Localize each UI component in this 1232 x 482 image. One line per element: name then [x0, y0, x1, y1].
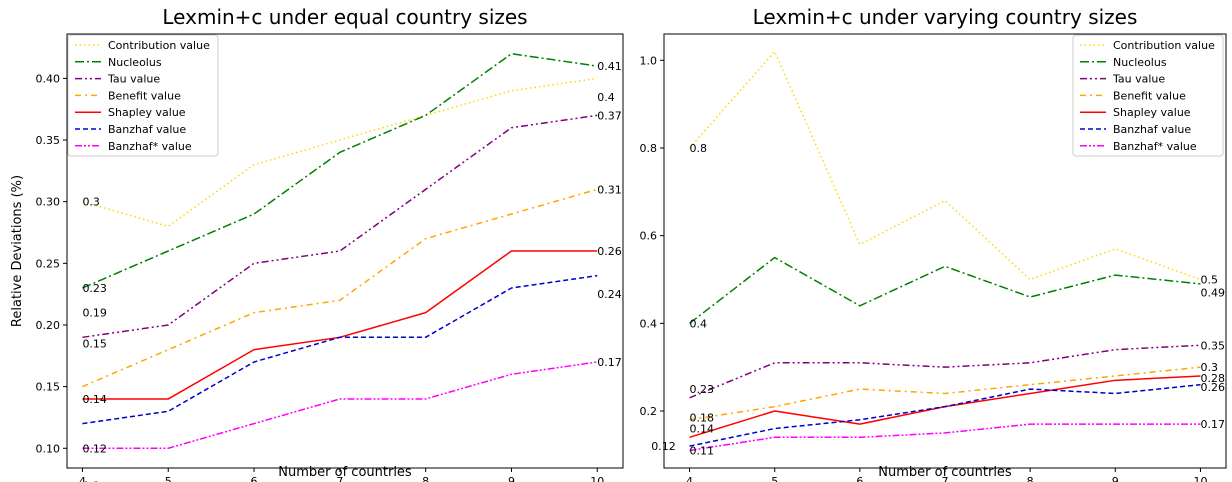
y-tick-label: 0.8 [640, 142, 658, 155]
series-line-nucleolus [689, 256, 1201, 324]
legend-entry: Nucleolus [1113, 56, 1167, 69]
data-label: 0.24 [597, 288, 622, 301]
x-tick-label: 6 [856, 475, 863, 482]
data-label: 0.18 [690, 412, 715, 425]
data-label: 0.5 [1200, 273, 1218, 286]
x-tick-label: 5 [771, 475, 778, 482]
chart-panel-2: Lexmin+c under varying country sizes 0.8 0… [640, 5, 1227, 482]
data-label: 0.8 [690, 142, 708, 155]
y-tick-label: 0.30 [36, 196, 61, 209]
data-label: 0.23 [690, 383, 715, 396]
data-label: 0.28 [1200, 372, 1225, 385]
legend-box [1072, 34, 1224, 157]
series-line-benefit-value [689, 366, 1201, 421]
data-label: 0.1 [82, 479, 100, 482]
series-line-benefit-value [82, 188, 598, 388]
data-label: 0.12 [651, 440, 676, 453]
legend-entry: Contribution value [1113, 39, 1215, 52]
legend-entry: Tau value [107, 73, 160, 86]
x-tick-label: 10 [1193, 475, 1207, 482]
x-tick-label: 7 [942, 475, 949, 482]
x-tick-label: 4 [686, 475, 693, 482]
x-tick-label: 8 [422, 475, 429, 482]
x-tick-label: 10 [590, 475, 604, 482]
chart-panel-1: Lexmin+c under equal country sizes 0.3 0.2… [10, 5, 624, 482]
series-line-banzhaf-value [689, 423, 1201, 452]
chart-title: Lexmin+c under equal country sizes [162, 5, 527, 29]
legend: Contribution value Nucleolus Tau value Bene… [67, 34, 219, 157]
x-tick-label: 4 [79, 475, 86, 482]
y-tick-label: 0.6 [640, 230, 658, 243]
series-line-nucleolus [82, 52, 598, 289]
data-label: 0.15 [82, 337, 107, 350]
legend-entry: Benefit value [1113, 89, 1186, 102]
data-label: 0.37 [597, 109, 622, 122]
legend-entry: Banzhaf* value [108, 140, 192, 153]
series-line-tau-value [689, 344, 1201, 399]
x-tick-label: 9 [1112, 475, 1119, 482]
data-label: 0.12 [82, 442, 107, 455]
y-tick-label: 0.4 [640, 317, 658, 330]
x-tick-label: 7 [336, 475, 343, 482]
legend-entry: Shapley value [108, 106, 186, 119]
data-label: 0.31 [597, 183, 622, 196]
data-label: 0.26 [1200, 381, 1225, 394]
series-line-banzhaf-value [689, 383, 1201, 447]
y-tick-label: 0.35 [36, 134, 61, 147]
y-tick-label: 0.15 [36, 381, 61, 394]
data-label: 0.17 [1200, 418, 1225, 431]
y-tick-label: 0.25 [36, 257, 61, 270]
legend: Contribution value Nucleolus Tau value Bene… [1072, 34, 1224, 157]
data-label: 0.4 [690, 317, 708, 330]
y-tick-label: 0.40 [36, 72, 61, 85]
data-label: 0.35 [1200, 339, 1225, 352]
plot-frame [66, 33, 624, 469]
y-tick-label: 0.10 [36, 442, 61, 455]
data-label: 0.14 [82, 393, 107, 406]
legend-entry: Tau value [1112, 73, 1165, 86]
series-line-banzhaf-value [82, 361, 598, 450]
series-line-shapley-value [82, 250, 598, 400]
x-tick-label: 5 [165, 475, 172, 482]
data-label: 0.3 [82, 196, 100, 209]
legend-entry: Nucleolus [108, 56, 162, 69]
legend-entry: Benefit value [108, 89, 181, 102]
x-tick-label: 9 [508, 475, 515, 482]
data-label: 0.4 [597, 91, 615, 104]
x-tick-label: 8 [1027, 475, 1034, 482]
y-tick-label: 0.2 [640, 405, 658, 418]
data-label: 0.19 [82, 307, 107, 320]
legend-entry: Shapley value [1113, 106, 1191, 119]
data-label: 0.26 [597, 245, 622, 258]
x-axis-label: Number of countries [278, 465, 412, 480]
legend-entry: Banzhaf* value [1113, 140, 1197, 153]
data-label: 0.49 [1200, 287, 1225, 300]
data-label: 0.41 [597, 60, 622, 73]
y-tick-label: 0.20 [36, 319, 61, 332]
legend-box [67, 34, 219, 157]
data-label: 0.23 [82, 282, 107, 295]
series-line-banzhaf-value [82, 274, 598, 425]
series-line-contribution-value [82, 77, 598, 228]
legend-entry: Banzhaf value [108, 123, 186, 136]
y-axis-label: Relative Deviations (%) [10, 175, 25, 327]
legend-entry: Banzhaf value [1113, 123, 1191, 136]
data-label: 0.11 [690, 444, 715, 457]
x-tick-label: 6 [251, 475, 258, 482]
x-axis-label: Number of countries [878, 465, 1012, 480]
data-label: 0.3 [1200, 361, 1218, 374]
y-tick-label: 1.0 [640, 54, 658, 67]
data-label: 0.14 [690, 423, 715, 436]
chart-title: Lexmin+c under varying country sizes [753, 5, 1138, 29]
series-line-tau-value [82, 114, 598, 339]
legend-entry: Contribution value [108, 39, 210, 52]
data-label: 0.17 [597, 356, 622, 369]
